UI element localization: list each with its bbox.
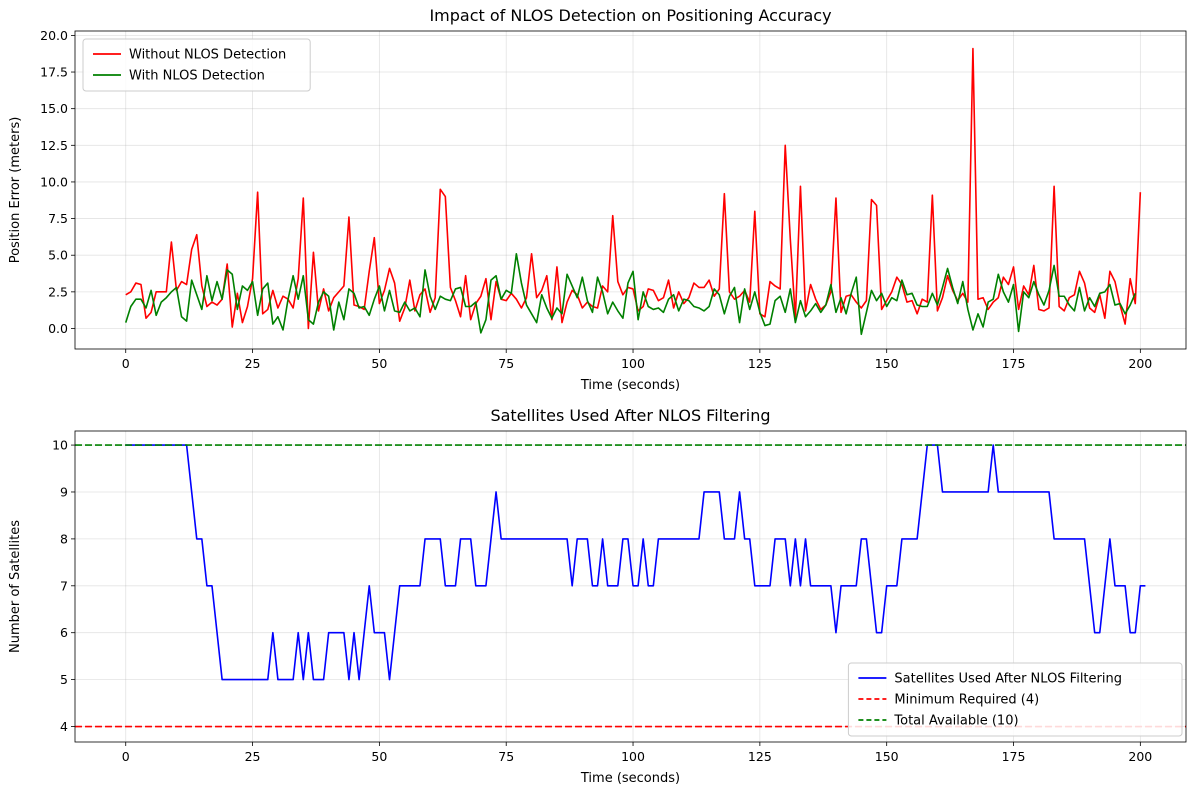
legend-label: Minimum Required (4) xyxy=(894,693,1039,708)
y-tick-label: 4 xyxy=(60,719,68,734)
x-tick-label: 150 xyxy=(875,749,899,764)
y-tick-label: 9 xyxy=(60,484,68,499)
x-tick-label: 175 xyxy=(1002,356,1026,371)
axes-frame xyxy=(74,30,1187,350)
x-tick-label: 100 xyxy=(621,356,645,371)
x-tick-label: 25 xyxy=(245,749,261,764)
x-tick-label: 150 xyxy=(875,356,899,371)
y-tick-label: 0.0 xyxy=(48,321,68,336)
legend-label: Satellites Used After NLOS Filtering xyxy=(894,672,1122,687)
x-axis-label: Time (seconds) xyxy=(580,771,680,786)
y-tick-label: 15.0 xyxy=(40,101,68,116)
y-axis-label: Number of Satellites xyxy=(8,520,23,653)
chart-title: Satellites Used After NLOS Filtering xyxy=(490,406,770,425)
x-tick-label: 100 xyxy=(621,749,645,764)
x-tick-label: 125 xyxy=(748,356,772,371)
y-tick-label: 10 xyxy=(52,438,68,453)
y-tick-label: 8 xyxy=(60,531,68,546)
y-tick-label: 5 xyxy=(60,672,68,687)
x-tick-label: 0 xyxy=(122,356,130,371)
y-tick-label: 12.5 xyxy=(40,138,68,153)
axes-frame xyxy=(74,430,1187,743)
x-tick-label: 50 xyxy=(371,356,387,371)
y-tick-label: 7.5 xyxy=(48,211,68,226)
series-line-1 xyxy=(125,444,1146,681)
chart-panel-2: 0 25 50 75 100 125 150 175 200 4 5 6 7 8 9 10 Satellites… xyxy=(8,406,1187,786)
x-tick-label: 200 xyxy=(1128,356,1152,371)
chart-panel-1: 0 25 50 75 100 125 150 175 200 0.0 2.5 5.0 7.5 10.0 12… xyxy=(8,6,1187,393)
y-tick-label: 7 xyxy=(60,578,68,593)
series-group xyxy=(124,47,1142,336)
x-axis-label: Time (seconds) xyxy=(580,378,680,393)
y-axis-label: Position Error (meters) xyxy=(8,117,23,264)
y-tick-label: 10.0 xyxy=(40,174,68,189)
y-tick-label: 2.5 xyxy=(48,284,68,299)
legend-label: Total Available (10) xyxy=(893,714,1018,729)
y-tick-label: 6 xyxy=(60,625,68,640)
series-line-1 xyxy=(125,47,1142,330)
series-line-2 xyxy=(124,252,1137,336)
legend: Satellites Used After NLOS Filtering Mini… xyxy=(847,662,1183,737)
legend-label: Without NLOS Detection xyxy=(129,48,286,63)
x-tick-label: 50 xyxy=(371,749,387,764)
x-tick-label: 200 xyxy=(1128,749,1152,764)
y-tick-label: 17.5 xyxy=(40,65,68,80)
legend-box xyxy=(847,662,1183,737)
x-tick-label: 125 xyxy=(748,749,772,764)
legend-box xyxy=(82,38,311,92)
x-tick-label: 0 xyxy=(122,749,130,764)
legend-label: With NLOS Detection xyxy=(129,69,265,84)
y-tick-label: 5.0 xyxy=(48,248,68,263)
x-tick-label: 75 xyxy=(498,356,514,371)
x-tick-label: 175 xyxy=(1002,749,1026,764)
chart-title: Impact of NLOS Detection on Positioning … xyxy=(429,6,831,25)
y-tick-label: 20.0 xyxy=(40,28,68,43)
x-tick-label: 75 xyxy=(498,749,514,764)
legend: Without NLOS Detection With NLOS Detectio… xyxy=(82,38,311,92)
x-tick-label: 25 xyxy=(245,356,261,371)
